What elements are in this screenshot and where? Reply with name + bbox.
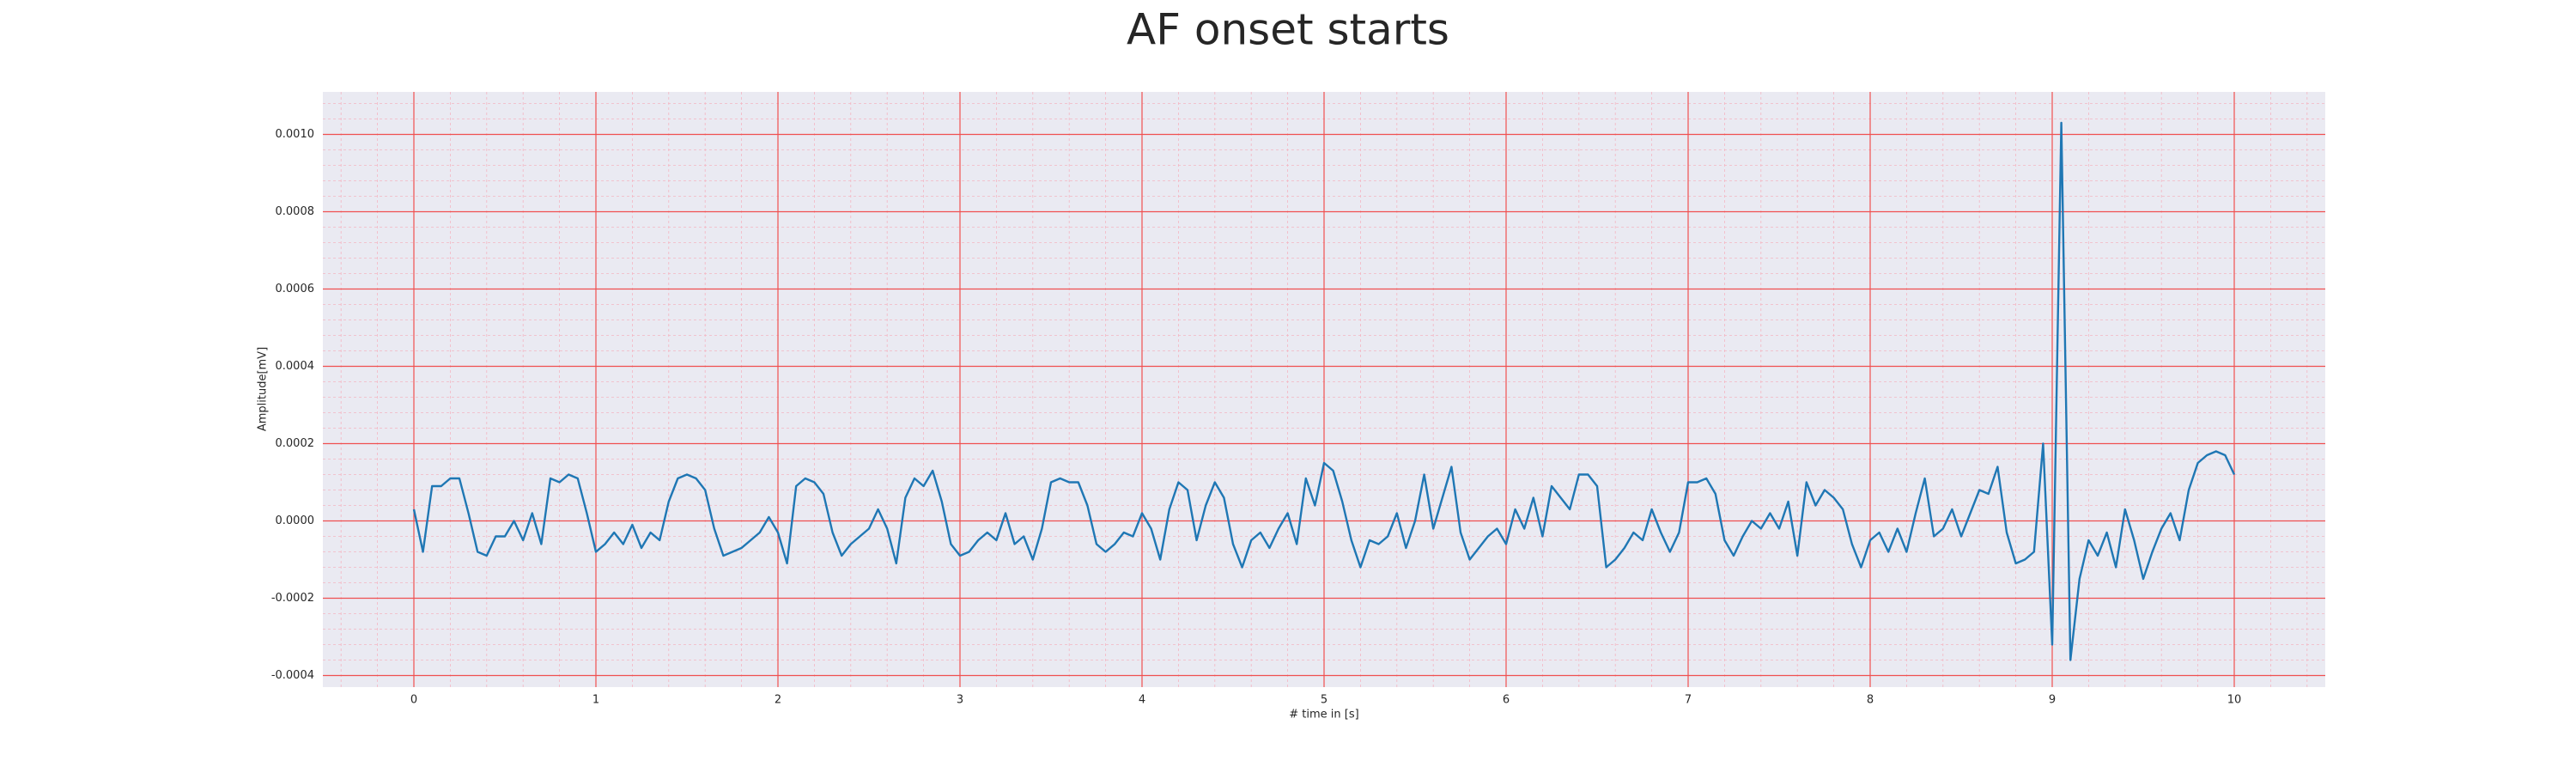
data-line (412, 121, 2236, 661)
y-tick-label: 0.0010 (276, 128, 315, 141)
x-tick-label: 10 (2227, 694, 2242, 707)
x-tick-label: 4 (1139, 694, 1145, 707)
y-tick-label: 0.0004 (276, 360, 315, 373)
x-tick-label: 9 (2049, 694, 2056, 707)
x-tick-label: 8 (1867, 694, 1874, 707)
y-axis-label: Amplitude[mV] (257, 347, 270, 431)
y-tick-label: 0.0002 (276, 437, 315, 450)
x-tick-label: 1 (592, 694, 599, 707)
x-tick-label: 5 (1321, 694, 1327, 707)
x-tick-label: 0 (410, 694, 417, 707)
x-axis-label: # time in [s] (1289, 709, 1358, 721)
x-tick-label: 6 (1503, 694, 1510, 707)
y-tick-label: -0.0002 (271, 592, 314, 605)
x-tick-label: 7 (1685, 694, 1692, 707)
y-tick-label: 0.0008 (276, 205, 315, 218)
y-tick-label: 0.0006 (276, 283, 315, 295)
x-tick-label: 3 (957, 694, 963, 707)
y-tick-label: -0.0004 (271, 669, 314, 682)
chart-title: AF onset starts (1127, 5, 1449, 55)
x-tick-label: 2 (775, 694, 781, 707)
y-tick-label: 0.0000 (276, 514, 315, 527)
